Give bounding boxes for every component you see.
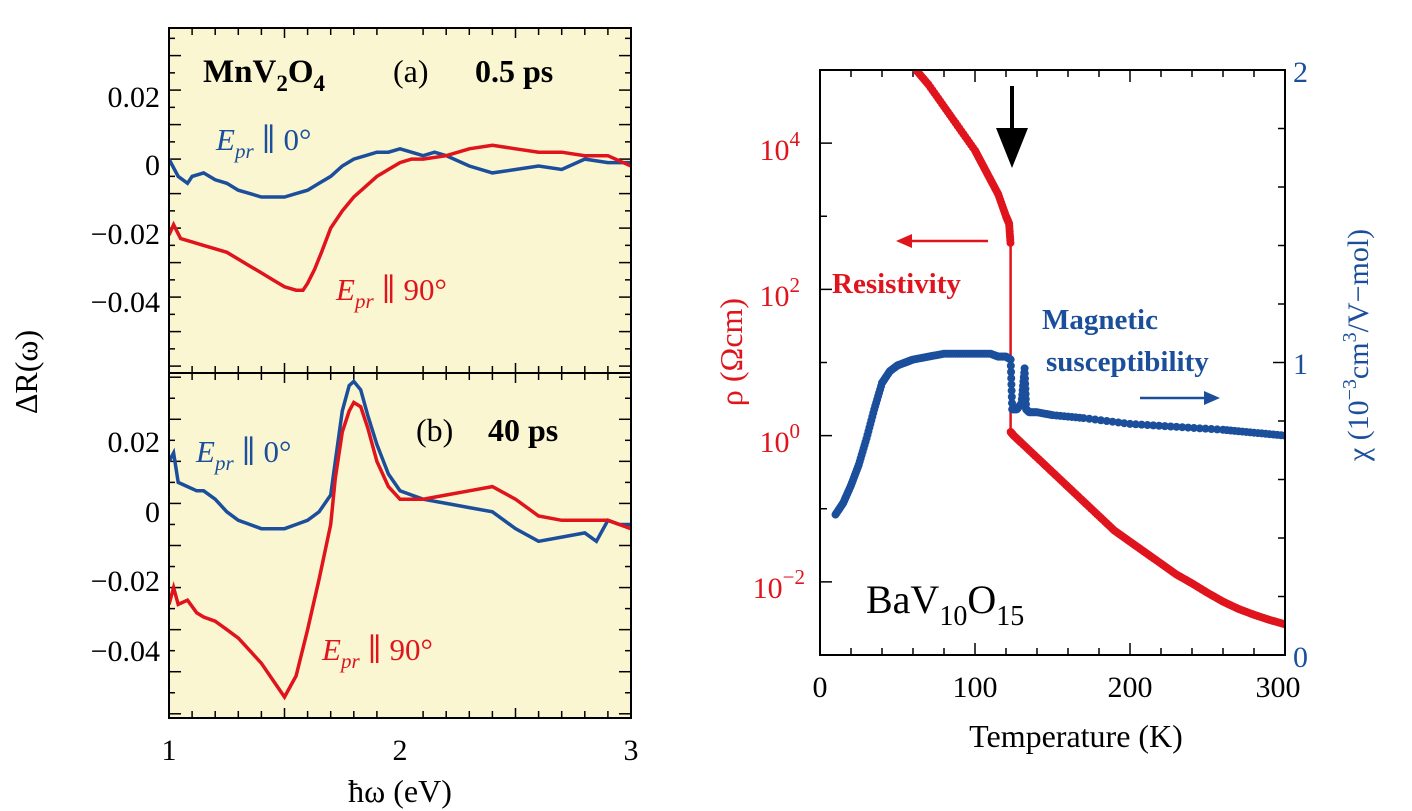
- transition-arrow: [996, 86, 1028, 168]
- susceptibility-point: [1108, 417, 1117, 426]
- susceptibility-point: [1007, 374, 1016, 383]
- panel-b-series-0deg-line: [169, 378, 631, 544]
- susceptibility-point: [1155, 421, 1164, 430]
- panel-a-material: MnV2O4: [203, 54, 326, 96]
- left-figure: 0.02 0 −0.02 −0.04 0.02 0 −0.02 −0.04 1 …: [8, 27, 639, 809]
- susceptibility-point: [1184, 423, 1193, 432]
- susceptibility-point: [1079, 414, 1088, 423]
- panel-a-background: [169, 28, 631, 373]
- resistivity-annotation: Resistivity: [832, 234, 988, 300]
- right-xtick-label: 200: [1108, 671, 1153, 704]
- material-label: BaV10O15: [866, 577, 1024, 632]
- susceptibility-point: [1007, 386, 1016, 395]
- panel-b-frame: [168, 372, 632, 719]
- susceptibility-point: [1006, 355, 1015, 364]
- panel-b-legend-0deg: Epr ∥ 0°: [195, 434, 291, 475]
- chi-axis-label: χ (10−3cm3/V−mol): [1339, 229, 1375, 462]
- panel-b-ytick-label: −0.02: [91, 565, 160, 598]
- susceptibility-point: [1131, 420, 1140, 429]
- susceptibility-annotation: Magnetic susceptibility: [1042, 304, 1220, 405]
- susceptibility-label-line1: Magnetic: [1042, 304, 1158, 336]
- susceptibility-point: [1096, 416, 1105, 425]
- resistivity-label: Resistivity: [832, 268, 961, 300]
- panel-b-ytick-label: 0: [145, 496, 160, 529]
- right-xtick-label: 0: [813, 671, 828, 704]
- resistivity-points: [912, 70, 1285, 629]
- panel-b-xtick-label: 3: [624, 734, 639, 767]
- panel-a-ytick-label: 0: [145, 149, 160, 182]
- chi-tick-label: 2: [1293, 56, 1308, 89]
- susceptibility-point: [1201, 424, 1210, 433]
- panel-a-delay: 0.5 ps: [475, 53, 553, 89]
- panel-b-label: (b): [416, 412, 453, 448]
- susceptibility-point: [1149, 421, 1158, 430]
- panel-b-ytick-label: 0.02: [108, 426, 161, 459]
- right-panel-ticks: [820, 69, 1285, 655]
- susceptibility-point: [1137, 420, 1146, 429]
- rho-tick-label: 104: [760, 127, 801, 167]
- susceptibility-point: [1143, 421, 1152, 430]
- rho-axis-label: ρ (Ωcm): [713, 298, 749, 406]
- susceptibility-point: [1207, 425, 1216, 434]
- susceptibility-point: [1178, 423, 1187, 432]
- panel-b-xtick-label: 2: [393, 734, 408, 767]
- susceptibility-point: [1114, 418, 1123, 427]
- resistivity-point: [1006, 238, 1015, 247]
- susceptibility-point: [1166, 422, 1175, 431]
- right-panel-frame: [819, 69, 1286, 656]
- panel-b-xtick-label: 1: [162, 734, 177, 767]
- susceptibility-point: [1213, 425, 1222, 434]
- chi-tick-label: 0: [1293, 641, 1308, 674]
- susceptibility-point: [1120, 419, 1129, 428]
- right-xtick-label: 300: [1256, 671, 1301, 704]
- panel-a-legend-0deg: Epr ∥ 0°: [215, 122, 311, 163]
- susceptibility-point: [1195, 424, 1204, 433]
- panel-a-ytick-label: −0.04: [91, 286, 160, 319]
- panel-b-background: [169, 373, 631, 718]
- right-x-axis-label: Temperature (K): [969, 718, 1183, 754]
- susceptibility-point: [1102, 417, 1111, 425]
- panel-a-ytick-label: −0.02: [91, 218, 160, 251]
- panel-b-ytick-label: −0.04: [91, 635, 160, 668]
- panel-a-series-0deg-line: [169, 146, 631, 199]
- susceptibility-points: [831, 349, 1285, 519]
- susceptibility-point: [1007, 392, 1016, 401]
- susceptibility-point: [1006, 361, 1015, 370]
- susceptibility-point: [1126, 419, 1134, 428]
- chi-tick-label: 1: [1293, 348, 1308, 381]
- left-y-axis-label: ΔR(ω): [8, 330, 44, 414]
- susceptibility-label-line2: susceptibility: [1046, 346, 1209, 378]
- right-xtick-label: 100: [953, 671, 998, 704]
- right-figure: 104 102 100 10−2 2 1 0 0 100 200 300 Tem…: [713, 56, 1375, 754]
- panel-b-series-90deg-line: [169, 400, 631, 701]
- panel-b-delay: 40 ps: [488, 412, 558, 448]
- susceptibility-point: [1160, 422, 1169, 431]
- panel-a-ytick-label: 0.02: [108, 81, 161, 114]
- panel-b-legend-90deg: Epr ∥ 90°: [321, 632, 433, 673]
- rho-tick-label: 100: [760, 419, 801, 459]
- panel-a-series-90deg-line: [169, 143, 631, 292]
- susceptibility-point: [1091, 415, 1100, 424]
- susceptibility-point: [1085, 414, 1094, 423]
- left-x-axis-label: ħω (eV): [348, 773, 452, 809]
- susceptibility-point: [1172, 422, 1181, 431]
- panel-a-label: (a): [393, 53, 429, 89]
- panel-a-legend-90deg: Epr ∥ 90°: [335, 272, 447, 313]
- susceptibility-point: [1007, 380, 1016, 389]
- rho-tick-label: 10−2: [753, 565, 805, 605]
- susceptibility-point: [1007, 368, 1016, 377]
- susceptibility-point: [1189, 423, 1198, 432]
- rho-tick-label: 102: [760, 273, 801, 313]
- susceptibility-point: [1008, 399, 1017, 408]
